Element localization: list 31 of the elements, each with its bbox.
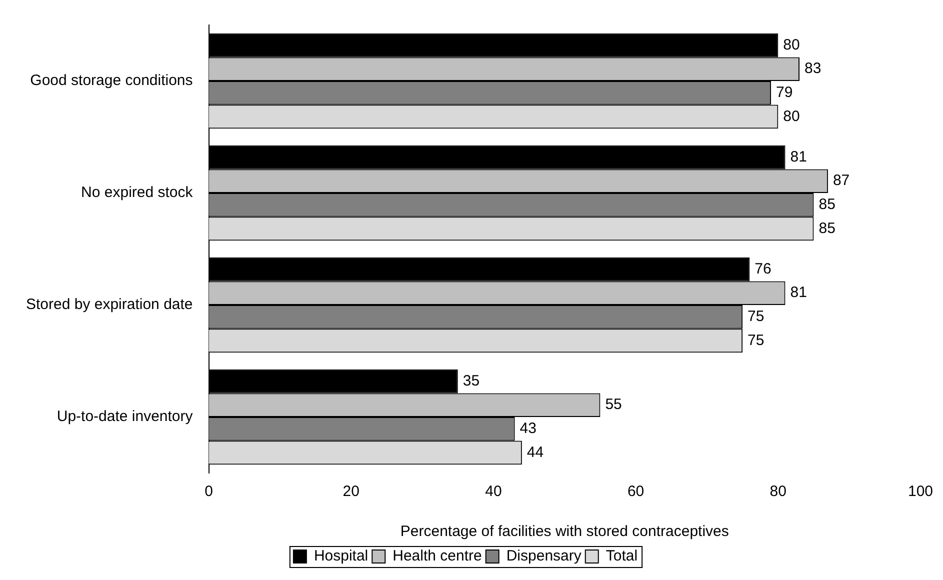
- data-label: 81: [790, 284, 807, 302]
- legend-label: Dispensary: [506, 548, 582, 565]
- y-tick-label: Up-to-date inventory: [56, 408, 194, 426]
- y-tick-label: No expired stock: [81, 184, 194, 202]
- data-label: 80: [783, 108, 800, 125]
- x-tick-label: 40: [485, 483, 502, 500]
- legend-label: Hospital: [314, 548, 368, 565]
- x-axis-title: Percentage of facilities with stored contraceptives: [400, 523, 729, 540]
- data-label: 35: [462, 372, 480, 390]
- data-label: 80: [783, 36, 800, 54]
- data-label: 75: [748, 308, 764, 326]
- x-tick-label: 0: [204, 483, 213, 500]
- data-label: 81: [790, 148, 807, 166]
- legend-label: Health centre: [392, 548, 482, 565]
- data-label: 79: [776, 84, 793, 102]
- y-tick-label: Good storage conditions: [30, 72, 193, 90]
- x-tick-label: 80: [770, 483, 786, 500]
- data-label: 44: [526, 444, 544, 461]
- data-label: 75: [748, 332, 764, 349]
- data-label: 76: [754, 260, 772, 278]
- y-tick-label: Stored by expiration date: [26, 296, 193, 314]
- x-tick-label: 20: [342, 483, 360, 500]
- data-label: 85: [818, 196, 836, 214]
- data-label: 55: [605, 396, 622, 414]
- x-tick-label: 60: [627, 483, 644, 500]
- legend-label: Total: [606, 548, 638, 565]
- data-label: 43: [520, 420, 536, 438]
- data-label: 85: [818, 220, 836, 237]
- data-label: 87: [832, 172, 850, 190]
- x-tick-label: 100: [908, 483, 933, 500]
- data-label: 83: [804, 60, 822, 78]
